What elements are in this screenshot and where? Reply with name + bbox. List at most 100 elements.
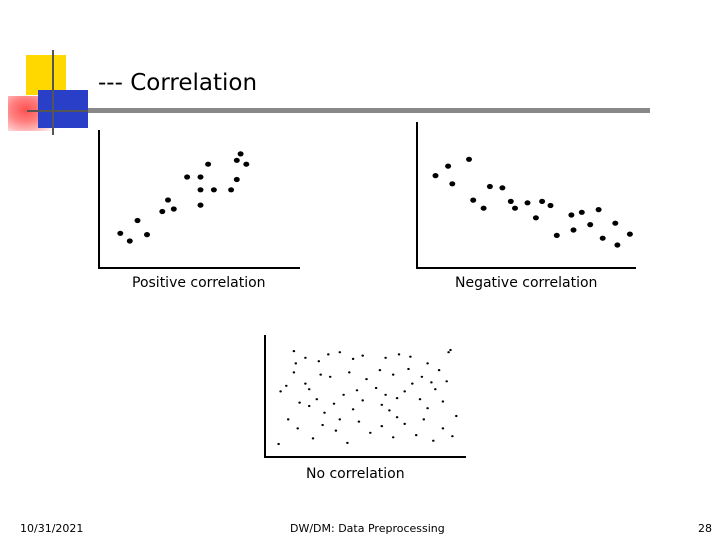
- scatter-point: [317, 360, 321, 363]
- scatter-point: [292, 371, 296, 374]
- no-correlation-chart: [264, 335, 466, 458]
- scatter-point: [391, 373, 395, 376]
- scatter-point: [391, 436, 395, 439]
- scatter-point: [277, 442, 280, 446]
- scatter-point: [547, 202, 554, 209]
- scatter-point: [568, 212, 575, 218]
- scatter-point: [418, 398, 422, 401]
- scatter-point: [378, 369, 382, 372]
- scatter-point: [403, 422, 406, 425]
- scatter-point: [434, 388, 437, 391]
- scatter-point: [323, 411, 326, 414]
- scatter-point: [210, 187, 217, 193]
- scatter-point: [237, 151, 244, 157]
- scatter-point: [426, 407, 429, 410]
- scatter-point: [117, 230, 124, 236]
- scatter-point: [437, 369, 441, 372]
- scatter-point: [380, 425, 384, 428]
- scatter-point: [512, 205, 518, 211]
- scatter-point: [307, 404, 311, 408]
- scatter-point: [395, 397, 399, 400]
- scatter-point: [553, 232, 560, 238]
- negative-correlation-chart: [416, 122, 636, 269]
- no-correlation-label: No correlation: [306, 466, 405, 482]
- scatter-point: [441, 427, 445, 430]
- scatter-point: [351, 408, 355, 411]
- scatter-point: [315, 398, 319, 401]
- scatter-point: [432, 173, 439, 179]
- scatter-point: [328, 375, 332, 378]
- logo-horizontal-line: [27, 110, 93, 112]
- scatter-point: [292, 350, 296, 353]
- scatter-point: [285, 384, 288, 387]
- scatter-point: [539, 198, 546, 204]
- scatter-point: [351, 357, 355, 360]
- scatter-point: [430, 381, 433, 384]
- scatter-point: [507, 198, 514, 204]
- scatter-point: [426, 362, 429, 365]
- scatter-point: [197, 187, 204, 193]
- scatter-point: [338, 351, 342, 354]
- scatter-point: [342, 393, 345, 396]
- scatter-point: [361, 399, 364, 402]
- scatter-point: [307, 388, 311, 391]
- scatter-point: [466, 156, 472, 162]
- scatter-point: [233, 157, 240, 163]
- footer-center-text: DW/DM: Data Preprocessing: [290, 522, 445, 535]
- logo-blue-square: [38, 90, 88, 128]
- scatter-point: [126, 238, 133, 244]
- scatter-point: [296, 427, 299, 430]
- scatter-point: [243, 161, 250, 167]
- scatter-point: [470, 197, 477, 203]
- positive-correlation-chart: [98, 130, 300, 269]
- scatter-point: [279, 390, 282, 393]
- scatter-point: [170, 206, 177, 212]
- scatter-point: [319, 373, 322, 376]
- scatter-point: [570, 227, 577, 233]
- scatter-point: [365, 378, 368, 381]
- scatter-point: [403, 390, 406, 393]
- scatter-point: [355, 389, 359, 392]
- scatter-point: [420, 375, 424, 378]
- scatter-point: [338, 418, 342, 421]
- scatter-point: [298, 401, 301, 404]
- scatter-point: [184, 174, 191, 180]
- scatter-point: [595, 207, 602, 213]
- scatter-point: [432, 439, 435, 442]
- scatter-point: [134, 217, 141, 224]
- scatter-point: [612, 220, 619, 226]
- scatter-point: [449, 181, 456, 187]
- scatter-point: [304, 382, 307, 385]
- scatter-point: [294, 362, 298, 365]
- scatter-point: [197, 202, 204, 208]
- scatter-point: [587, 222, 594, 228]
- logo-vertical-line: [52, 50, 54, 135]
- scatter-point: [524, 200, 531, 206]
- scatter-point: [411, 382, 414, 385]
- scatter-point: [578, 209, 585, 215]
- negative-correlation-label: Negative correlation: [455, 275, 598, 291]
- slide-title: --- Correlation: [98, 70, 258, 96]
- scatter-point: [409, 355, 412, 358]
- scatter-point: [626, 231, 633, 237]
- scatter-point: [455, 414, 458, 418]
- scatter-point: [286, 418, 290, 421]
- scatter-point: [388, 409, 391, 412]
- scatter-point: [374, 386, 378, 390]
- scatter-point: [144, 232, 150, 238]
- scatter-point: [480, 205, 487, 211]
- scatter-point: [407, 367, 410, 371]
- scatter-point: [397, 353, 401, 356]
- scatter-point: [233, 176, 240, 183]
- scatter-point: [614, 242, 621, 248]
- footer-date: 10/31/2021: [20, 522, 84, 535]
- positive-correlation-label: Positive correlation: [132, 275, 266, 291]
- scatter-point: [327, 353, 330, 356]
- scatter-point: [348, 371, 351, 374]
- scatter-point: [395, 416, 399, 419]
- scatter-point: [346, 441, 349, 444]
- scatter-point: [532, 215, 539, 221]
- scatter-point: [499, 185, 506, 191]
- scatter-point: [384, 393, 387, 396]
- scatter-point: [357, 420, 361, 423]
